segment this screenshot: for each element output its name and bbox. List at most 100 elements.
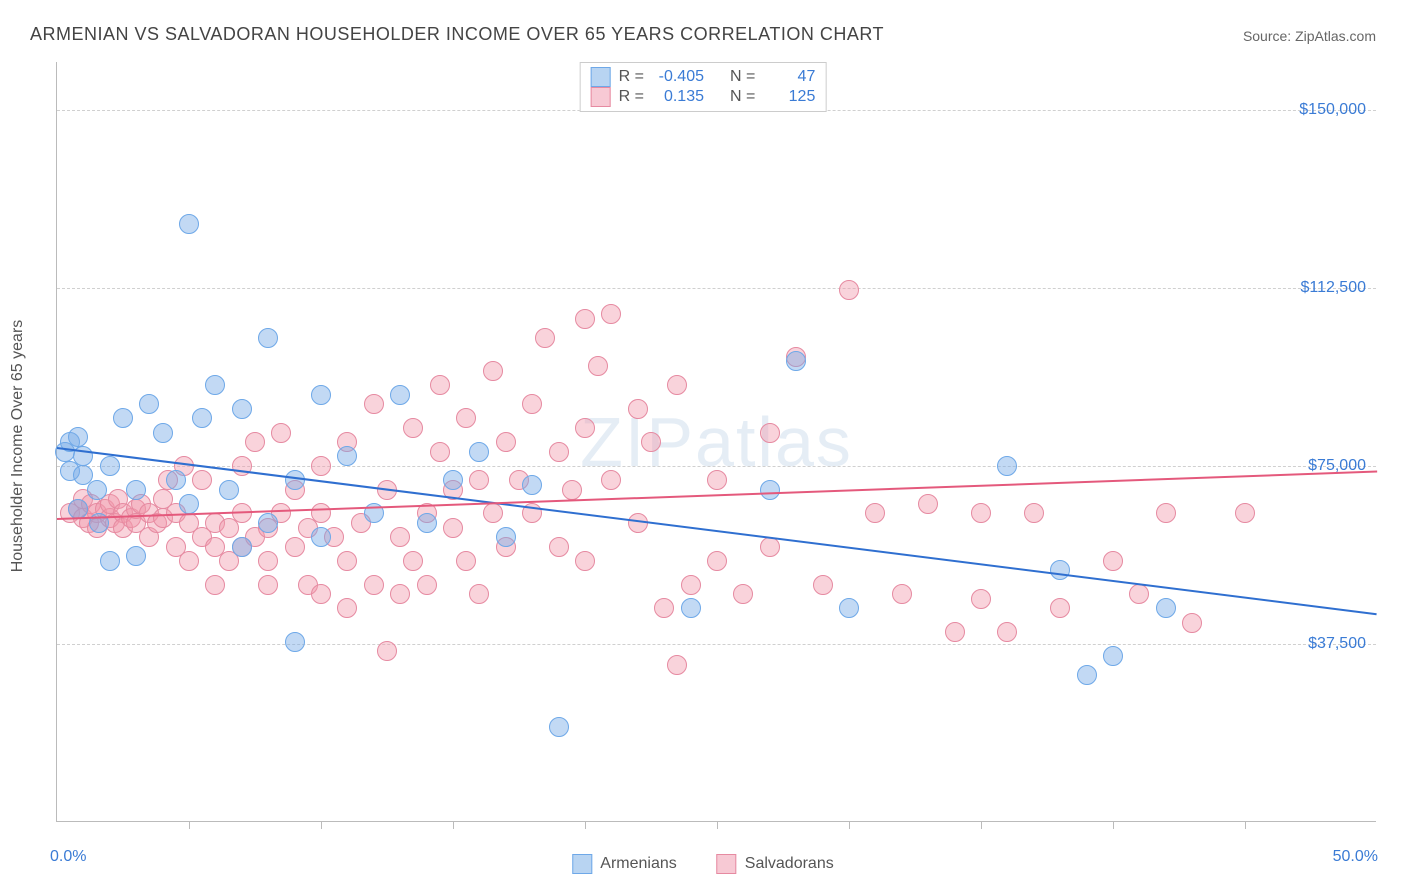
- scatter-point: [483, 503, 503, 523]
- scatter-point: [311, 456, 331, 476]
- scatter-point: [68, 499, 88, 519]
- scatter-point: [1103, 551, 1123, 571]
- scatter-point: [403, 418, 423, 438]
- scatter-point: [813, 575, 833, 595]
- legend-item-armenians: Armenians: [572, 854, 676, 874]
- scatter-point: [1156, 598, 1176, 618]
- scatter-point: [839, 280, 859, 300]
- scatter-point: [311, 385, 331, 405]
- x-axis-min-label: 0.0%: [50, 848, 86, 866]
- x-axis-max-label: 50.0%: [1333, 848, 1378, 866]
- scatter-point: [1235, 503, 1255, 523]
- scatter-point: [654, 598, 674, 618]
- scatter-plot-area: ZIPatlas $37,500$75,000$112,500$150,000: [56, 62, 1376, 822]
- armenians-r-value: -0.405: [652, 68, 704, 86]
- scatter-point: [153, 423, 173, 443]
- scatter-point: [390, 584, 410, 604]
- scatter-point: [337, 551, 357, 571]
- scatter-point: [258, 551, 278, 571]
- scatter-point: [192, 470, 212, 490]
- scatter-point: [390, 527, 410, 547]
- scatter-point: [601, 470, 621, 490]
- armenians-n-value: 47: [763, 68, 815, 86]
- x-tick: [453, 821, 454, 829]
- scatter-point: [126, 546, 146, 566]
- scatter-point: [469, 470, 489, 490]
- stats-row-armenians: R = -0.405 N = 47: [591, 67, 816, 87]
- scatter-point: [192, 408, 212, 428]
- scatter-point: [667, 655, 687, 675]
- scatter-point: [205, 375, 225, 395]
- scatter-point: [403, 551, 423, 571]
- scatter-point: [219, 480, 239, 500]
- scatter-point: [549, 442, 569, 462]
- scatter-point: [1129, 584, 1149, 604]
- scatter-point: [87, 480, 107, 500]
- scatter-point: [760, 423, 780, 443]
- scatter-point: [575, 309, 595, 329]
- x-tick: [717, 821, 718, 829]
- scatter-point: [364, 575, 384, 595]
- r-label: R =: [619, 68, 644, 86]
- scatter-point: [1077, 665, 1097, 685]
- scatter-point: [733, 584, 753, 604]
- legend-label-armenians: Armenians: [600, 855, 676, 873]
- n-label: N =: [730, 68, 755, 86]
- scatter-point: [575, 551, 595, 571]
- scatter-point: [179, 551, 199, 571]
- legend: Armenians Salvadorans: [572, 854, 833, 874]
- scatter-point: [258, 575, 278, 595]
- scatter-point: [496, 527, 516, 547]
- salvadorans-swatch-icon: [717, 854, 737, 874]
- scatter-point: [681, 575, 701, 595]
- scatter-point: [68, 427, 88, 447]
- scatter-point: [258, 513, 278, 533]
- scatter-point: [575, 418, 595, 438]
- y-tick-label: $150,000: [1299, 101, 1366, 119]
- scatter-point: [443, 470, 463, 490]
- scatter-point: [139, 394, 159, 414]
- x-tick: [981, 821, 982, 829]
- scatter-point: [390, 385, 410, 405]
- scatter-point: [417, 513, 437, 533]
- scatter-point: [430, 442, 450, 462]
- scatter-point: [549, 537, 569, 557]
- scatter-point: [311, 503, 331, 523]
- scatter-point: [100, 456, 120, 476]
- scatter-point: [337, 446, 357, 466]
- scatter-point: [311, 584, 331, 604]
- scatter-point: [628, 399, 648, 419]
- scatter-point: [1050, 598, 1070, 618]
- y-tick-label: $112,500: [1300, 279, 1366, 297]
- scatter-point: [245, 432, 265, 452]
- gridline: [57, 466, 1376, 467]
- gridline: [57, 288, 1376, 289]
- scatter-point: [456, 408, 476, 428]
- armenians-swatch-icon: [572, 854, 592, 874]
- scatter-point: [760, 480, 780, 500]
- scatter-point: [100, 551, 120, 571]
- scatter-point: [430, 375, 450, 395]
- scatter-point: [1050, 560, 1070, 580]
- scatter-point: [166, 470, 186, 490]
- x-tick: [321, 821, 322, 829]
- scatter-point: [179, 214, 199, 234]
- armenians-swatch-icon: [591, 67, 611, 87]
- scatter-point: [311, 527, 331, 547]
- scatter-point: [786, 351, 806, 371]
- scatter-point: [601, 304, 621, 324]
- y-axis-label: Householder Income Over 65 years: [9, 320, 27, 573]
- scatter-point: [126, 480, 146, 500]
- y-tick-label: $37,500: [1308, 635, 1366, 653]
- scatter-point: [113, 408, 133, 428]
- scatter-point: [997, 622, 1017, 642]
- scatter-point: [258, 328, 278, 348]
- scatter-point: [179, 494, 199, 514]
- scatter-point: [681, 598, 701, 618]
- scatter-point: [496, 432, 516, 452]
- scatter-point: [522, 394, 542, 414]
- x-tick: [1113, 821, 1114, 829]
- scatter-point: [285, 632, 305, 652]
- scatter-point: [483, 361, 503, 381]
- scatter-point: [232, 399, 252, 419]
